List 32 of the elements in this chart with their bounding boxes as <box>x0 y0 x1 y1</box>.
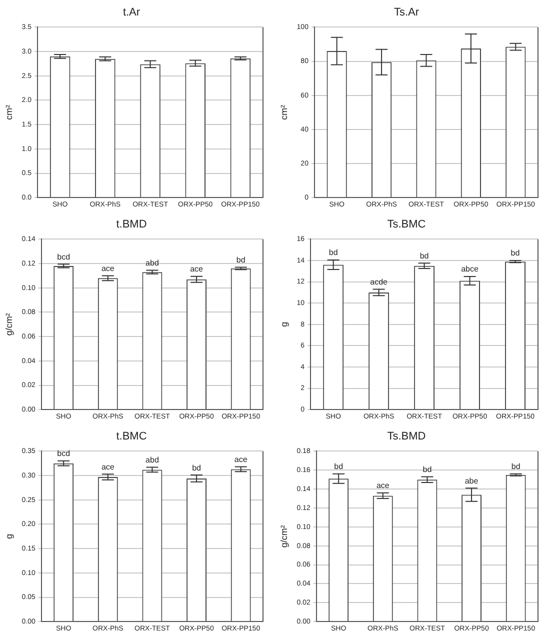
y-axis-title: g/cm² <box>4 313 14 336</box>
chart-title: Ts.Ar <box>394 6 420 19</box>
y-axis-title: cm² <box>278 104 289 120</box>
annotation: bd <box>420 251 429 260</box>
annotation: bd <box>510 248 520 258</box>
chart-title: Ts.BMC <box>387 218 426 231</box>
annotation: abd <box>146 258 159 268</box>
annotation: ace <box>234 454 248 464</box>
y-axis-title: g <box>278 322 289 327</box>
annotation: ace <box>101 264 115 273</box>
annotation: abce <box>461 264 479 274</box>
chart-title: t.BMC <box>116 430 147 443</box>
y-axis-title: g <box>4 534 14 539</box>
annotation: acde <box>370 277 388 286</box>
annotation: bd <box>422 464 432 474</box>
annotation: bcd <box>57 252 70 262</box>
chart-title: Ts.BMD <box>387 430 426 443</box>
annotation: bd <box>334 462 344 472</box>
annotation: bcd <box>57 449 70 458</box>
annotation: bd <box>236 255 246 264</box>
annotation: ace <box>101 462 115 472</box>
chart-title: t.Ar <box>122 6 140 19</box>
y-axis-title: g/cm² <box>278 525 289 548</box>
annotation: bd <box>328 248 338 258</box>
annotation: abd <box>146 455 159 464</box>
annotation: ace <box>376 481 390 490</box>
annotation: bd <box>511 462 520 472</box>
annotation: abe <box>464 476 479 486</box>
chart-title: t.BMD <box>116 218 147 231</box>
annotation: ace <box>190 264 204 274</box>
annotation: bd <box>192 463 201 472</box>
y-axis-title: cm² <box>4 104 14 120</box>
